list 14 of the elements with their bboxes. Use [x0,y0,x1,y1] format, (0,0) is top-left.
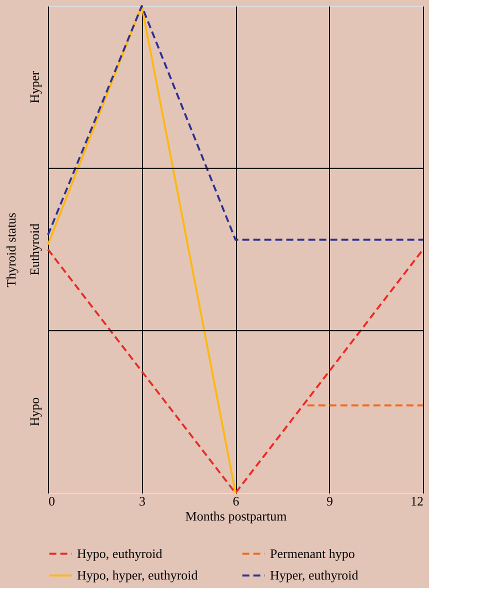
legend-label: Hypo, hyper, euthyroid [77,568,198,582]
y-axis-title: Thyroid status [4,212,18,288]
x-tick-label: 3 [139,494,146,508]
text: Hypo [27,397,42,426]
legend-label: Hypo, euthyroid [77,546,163,561]
x-tick-label: 6 [232,494,240,508]
text: Euthyroid [27,223,42,276]
x-axis-title: Months postpartum [185,508,287,524]
x-tick-label: 12 [410,494,424,508]
legend-label: Permenant hypo [270,546,355,561]
x-tick-label: 0 [48,494,55,508]
legend-label: Hyper, euthyroid [270,568,359,582]
x-tick-label: 9 [326,494,333,508]
text: Hyper [27,70,42,104]
